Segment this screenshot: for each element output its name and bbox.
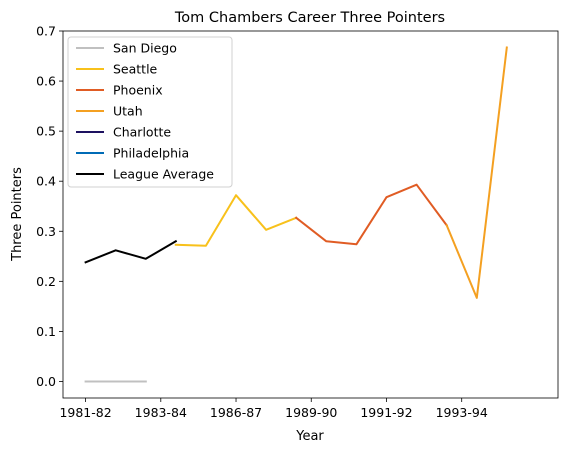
y-tick-label: 0.5: [36, 124, 56, 139]
y-tick-label: 0.7: [36, 24, 56, 39]
y-tick-label: 0.6: [36, 74, 56, 89]
x-tick-label: 1991-92: [360, 405, 412, 420]
series-line-seattle: [174, 194, 298, 247]
series-line-league-average: [84, 239, 178, 264]
y-tick-label: 0.3: [36, 224, 56, 239]
legend-label-san-diego: San Diego: [113, 41, 177, 56]
series-lines: [84, 46, 508, 383]
legend-label-philadelphia: Philadelphia: [113, 146, 189, 161]
y-tick-label: 0.1: [36, 324, 56, 339]
legend-box: [67, 36, 233, 188]
x-tick-label: 1989-90: [285, 405, 337, 420]
series-line-utah: [445, 46, 508, 299]
x-axis-ticks: 1981-82 1983-84 1986-87 1989-90 1991-92 1993-…: [59, 398, 488, 420]
x-tick-label: 1986-87: [210, 405, 262, 420]
legend-label-phoenix: Phoenix: [113, 83, 163, 98]
y-axis-ticks: 0.0 0.1 0.2 0.3 0.4 0.5 0.6 0.7: [36, 24, 63, 389]
x-tick-label: 1993-94: [436, 405, 488, 420]
plot-frame: [62, 30, 559, 399]
legend: San Diego Seattle Phoenix Utah Charlotte Phil…: [67, 36, 233, 188]
x-tick-label: 1983-84: [135, 405, 187, 420]
y-tick-label: 0.4: [36, 174, 56, 189]
chart-title: Tom Chambers Career Three Pointers: [174, 10, 445, 26]
legend-items: San Diego Seattle Phoenix Utah Charlotte Phil…: [76, 41, 214, 182]
legend-label-charlotte: Charlotte: [113, 125, 171, 140]
y-tick-label: 0.2: [36, 274, 56, 289]
legend-label-utah: Utah: [113, 104, 143, 119]
x-axis-label: Year: [295, 429, 324, 444]
y-axis-label: Three Pointers: [10, 167, 25, 262]
x-tick-label: 1981-82: [59, 405, 111, 420]
y-tick-label: 0.0: [36, 374, 56, 389]
series-line-phoenix: [294, 183, 449, 246]
legend-label-seattle: Seattle: [113, 62, 158, 77]
legend-label-league-average: League Average: [113, 167, 214, 182]
